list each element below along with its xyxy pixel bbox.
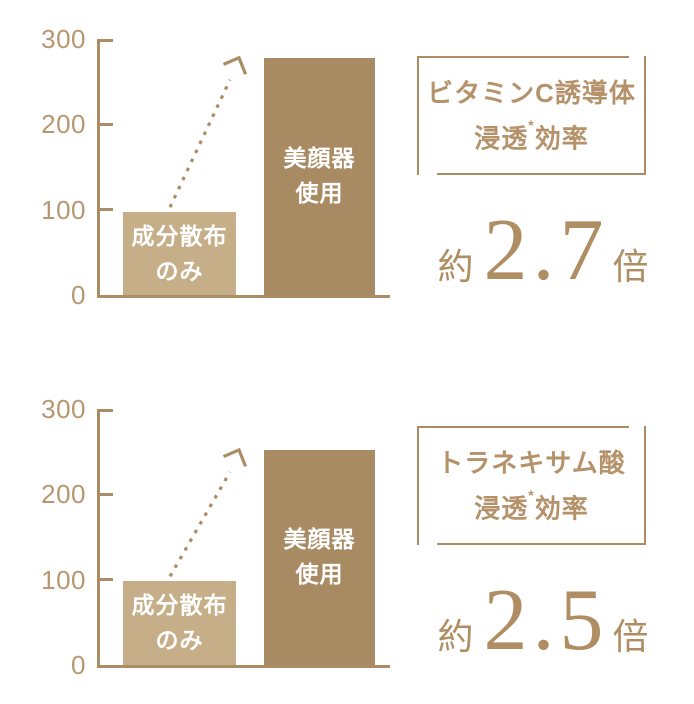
multiplier-prefix: 約 [437, 247, 474, 287]
panel-title-line2: 浸透*効率 [474, 116, 589, 154]
y-tick-label: 300 [41, 394, 86, 424]
x-axis-line [97, 665, 390, 668]
panel-title: トラネキサム酸 浸透*効率 [437, 443, 625, 529]
asterisk-footnote-mark: * [528, 116, 535, 133]
y-tick-mark [100, 122, 113, 126]
y-axis-labels: 0 100 200 300 [22, 396, 86, 678]
multiplier-suffix: 倍 [612, 617, 649, 657]
y-tick-label: 0 [71, 280, 86, 310]
plot-area: 成分散布 のみ 美顔器 使用 [97, 409, 390, 668]
multiplier-number: 2.5 [483, 572, 609, 669]
bar-ingredient-only: 成分散布 のみ [123, 581, 236, 665]
multiplier-number: 2.7 [483, 202, 609, 299]
bar-with-device: 美顔器 使用 [264, 449, 375, 665]
y-tick-mark [100, 578, 113, 582]
y-tick-label: 200 [41, 109, 86, 140]
bar-ingredient-only: 成分散布 のみ [123, 212, 236, 295]
x-axis-line [97, 295, 390, 298]
y-axis-line [97, 39, 100, 298]
increase-arrow [168, 55, 248, 208]
bar-with-device: 美顔器 使用 [264, 57, 375, 295]
panel-title-line1: トラネキサム酸 [437, 447, 626, 478]
y-tick-label: 100 [41, 564, 86, 595]
multiplier-prefix: 約 [437, 617, 474, 657]
y-tick-label: 100 [41, 194, 86, 225]
chart-vitamin-c-derivative: 0 100 200 300 成分散布 のみ 美顔器 使用 ビタミンC誘導体 浸透*効率 約 … [0, 26, 694, 339]
y-tick-mark [100, 492, 113, 496]
multiplier-suffix: 倍 [612, 247, 649, 287]
plot-area: 成分散布 のみ 美顔器 使用 [97, 39, 390, 298]
y-tick-label: 300 [41, 24, 86, 54]
panel-title-line1: ビタミンC誘導体 [427, 77, 636, 108]
y-tick-label: 200 [41, 479, 86, 510]
bar-label: 美顔器 使用 [283, 526, 356, 588]
asterisk-footnote-mark: * [528, 486, 535, 503]
bar-label: 成分散布 のみ [131, 222, 228, 284]
panel-title-line2: 浸透*効率 [474, 486, 589, 524]
panel-title: ビタミンC誘導体 浸透*効率 [427, 73, 636, 159]
bar-label: 成分散布 のみ [131, 592, 228, 654]
chart-tranexamic-acid: 0 100 200 300 成分散布 のみ 美顔器 使用 トラネキサム酸 浸透*効率 約 2… [0, 396, 694, 704]
multiplier-value: 約 2.5 倍 [415, 577, 671, 665]
multiplier-value: 約 2.7 倍 [415, 207, 671, 295]
increase-arrow [168, 447, 248, 578]
y-tick-mark [100, 409, 113, 412]
y-axis-labels: 0 100 200 300 [22, 26, 86, 308]
y-axis-line [97, 409, 100, 668]
y-tick-mark [100, 208, 113, 212]
y-tick-label: 0 [71, 650, 86, 680]
panel-frame: ビタミンC誘導体 浸透*効率 [417, 56, 646, 175]
bar-label: 美顔器 使用 [283, 145, 356, 207]
panel-frame: トラネキサム酸 浸透*効率 [417, 426, 646, 545]
y-tick-mark [100, 39, 113, 42]
